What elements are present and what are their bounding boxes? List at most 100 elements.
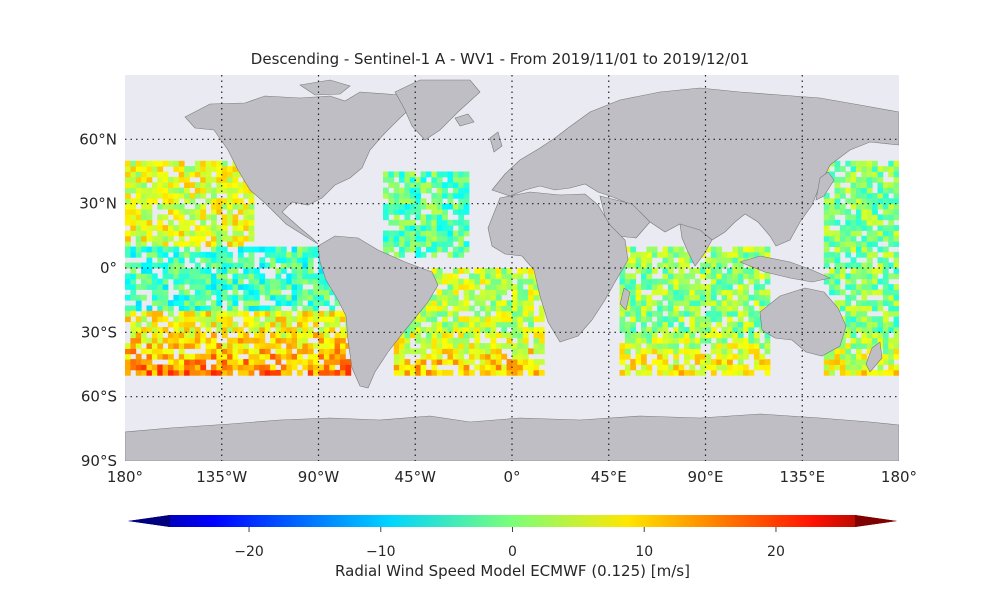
swath-cell [517,294,524,301]
swath-cell [194,327,201,333]
swath-cell [737,300,744,306]
swath-cell [823,198,830,205]
swath-cell [420,176,427,183]
swath-cell [458,321,465,328]
swath-cell [888,187,895,194]
longitude-label: 135°E [779,468,825,486]
swath-cell [302,251,309,258]
swath-cell [856,273,862,280]
swath-cell [162,289,169,296]
swath-cell [635,257,642,264]
swath-cell [495,273,502,280]
swath-cell [501,305,508,312]
swath-cell [291,257,298,264]
swath-cell [205,284,212,290]
swath-cell [861,219,868,226]
swath-cell [404,219,411,226]
swath-cell [721,278,728,285]
swath-cell [227,187,233,194]
swath-cell [135,327,142,333]
swath-cell [399,235,405,242]
swath-cell [485,321,491,328]
swath-cell [323,294,330,301]
swath-cell [194,359,201,365]
swath-cell [178,327,185,333]
swath-cell [501,369,508,376]
swath-cell [705,316,712,323]
swath-cell [345,364,352,371]
swath-cell [205,327,212,333]
swath-cell [141,268,147,274]
swath-cell [442,203,448,210]
swath-cell [850,246,857,253]
swath-cell [694,284,701,290]
swath-cell [162,268,169,274]
swath-cell [329,348,336,355]
swath-cell [393,203,400,210]
swath-cell [517,268,524,274]
swath-cell [221,214,228,221]
swath-cell [431,230,438,237]
swath-cell [495,305,502,312]
swath-cell [141,160,147,167]
swath-cell [280,284,287,290]
swath-cell [399,353,405,360]
swath-cell [130,321,137,328]
swath-cell [845,160,852,167]
swath-cell [243,235,250,242]
swath-cell [184,321,190,328]
swath-cell [216,176,223,183]
swath-cell [469,278,475,285]
swath-cell [178,321,185,328]
swath-cell [323,310,330,317]
swath-cell [447,353,454,360]
swath-cell [415,321,422,328]
swath-cell [861,187,868,194]
swath-cell [856,289,862,296]
swath-cell [447,176,454,183]
swath-cell [759,251,766,258]
swath-cell [517,359,524,365]
swath-cell [173,300,180,306]
swath-cell [189,327,196,333]
swath-cell [178,262,185,269]
swath-cell [845,364,852,371]
swath-cell [839,343,846,349]
swath-cell [737,268,744,274]
swath-cell [318,284,325,290]
swath-cell [173,327,180,333]
swath-cell [732,327,739,333]
swath-cell [877,316,884,323]
swath-cell [168,230,174,237]
longitude-label: 180° [881,468,917,486]
swath-cell [323,321,330,328]
swath-cell [211,219,217,226]
swath-cell [474,327,481,333]
swath-cell [178,187,185,194]
swath-cell [340,343,346,349]
swath-cell [861,294,868,301]
swath-cell [882,257,889,264]
swath-cell [512,369,518,376]
swath-cell [168,364,174,371]
swath-cell [759,289,766,296]
swath-cell [243,225,250,231]
swath-cell [157,348,164,355]
swath-cell [684,353,690,360]
swath-cell [689,289,696,296]
swath-cell [700,337,706,344]
swath-cell [302,321,309,328]
swath-cell [689,364,696,371]
swath-cell [877,300,884,306]
swath-cell [748,278,755,285]
swath-cell [442,171,448,178]
swath-cell [297,332,303,339]
swath-cell [178,171,185,178]
swath-cell [700,300,706,306]
swath-cell [216,310,223,317]
swath-cell [646,262,653,269]
swath-cell [135,176,142,183]
swath-cell [302,278,309,285]
swath-cell [512,284,518,290]
swath-cell [657,278,663,285]
